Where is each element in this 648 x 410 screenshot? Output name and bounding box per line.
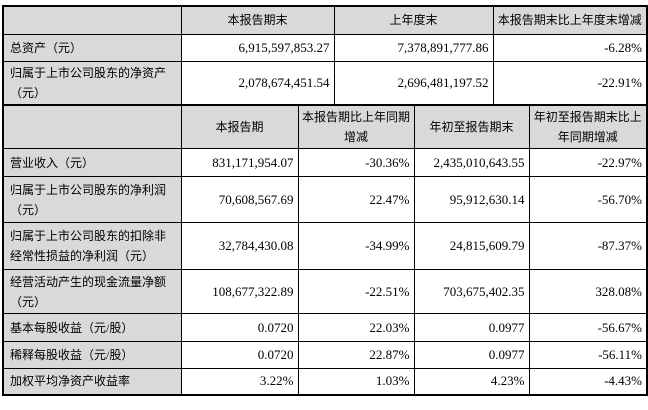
column-header: 上年度末 xyxy=(333,5,494,35)
value-cell: 2,435,010,643.55 xyxy=(413,148,530,177)
value-cell: 3.22% xyxy=(180,368,299,395)
value-cell: 108,677,322.89 xyxy=(180,269,299,314)
value-cell: 0.0977 xyxy=(413,341,530,369)
table-row: 归属于上市公司股东的扣除非经常性损益的净利润（元） 32,784,430.08 … xyxy=(2,222,648,270)
row-label: 营业收入（元） xyxy=(2,148,182,177)
period-end-table: 本报告期末 上年度末 本报告期末比上年度末增减 总资产（元） 6,915,597… xyxy=(2,5,648,106)
value-cell: -56.11% xyxy=(528,341,648,369)
value-cell: -34.99% xyxy=(297,222,415,270)
period-end-header-row: 本报告期末 上年度末 本报告期末比上年度末增减 xyxy=(2,5,648,35)
column-header: 年初至报告期末 xyxy=(413,104,530,149)
value-cell: 24,815,609.79 xyxy=(413,222,530,270)
table-row: 总资产（元） 6,915,597,853.27 7,378,891,777.86… xyxy=(2,33,648,62)
reporting-period-header-row: 本报告期 本报告期比上年同期增减 年初至报告期末 年初至报告期末比上年同期增减 xyxy=(2,104,648,149)
value-cell: 0.0720 xyxy=(180,313,299,342)
table-row: 营业收入（元） 831,171,954.07 -30.36% 2,435,010… xyxy=(2,148,648,177)
table-row: 归属于上市公司股东的净利润（元） 70,608,567.69 22.47% 95… xyxy=(2,176,648,223)
value-cell: 22.03% xyxy=(297,313,415,342)
column-header: 本报告期比上年同期增减 xyxy=(297,104,415,149)
table-row: 归属于上市公司股东的净资产（元） 2,078,674,451.54 2,696,… xyxy=(2,60,648,105)
value-cell: -4.43% xyxy=(528,368,648,395)
row-label: 基本每股收益（元/股） xyxy=(2,313,182,342)
corner-cell xyxy=(2,5,182,35)
value-cell: -22.51% xyxy=(297,269,415,314)
table-row: 稀释每股收益（元/股） 0.0720 22.87% 0.0977 -56.11% xyxy=(2,341,648,369)
value-cell: 4.23% xyxy=(413,368,530,395)
row-label: 总资产（元） xyxy=(2,33,182,62)
value-cell: 32,784,430.08 xyxy=(180,222,299,270)
value-cell: -22.91% xyxy=(492,60,648,105)
value-cell: -30.36% xyxy=(297,148,415,177)
row-label: 归属于上市公司股东的扣除非经常性损益的净利润（元） xyxy=(2,222,182,270)
value-cell: 2,696,481,197.52 xyxy=(333,60,494,105)
value-cell: 831,171,954.07 xyxy=(180,148,299,177)
column-header: 本报告期 xyxy=(180,104,299,149)
value-cell: 22.47% xyxy=(297,176,415,223)
value-cell: 7,378,891,777.86 xyxy=(333,33,494,62)
value-cell: -56.70% xyxy=(528,176,648,223)
row-label: 稀释每股收益（元/股） xyxy=(2,341,182,369)
row-label: 经营活动产生的现金流量净额（元） xyxy=(2,269,182,314)
column-header: 本报告期末 xyxy=(180,5,335,35)
corner-cell xyxy=(2,104,182,149)
value-cell: -87.37% xyxy=(528,222,648,270)
column-header: 本报告期末比上年度末增减 xyxy=(492,5,648,35)
value-cell: 6,915,597,853.27 xyxy=(180,33,335,62)
value-cell: 95,912,630.14 xyxy=(413,176,530,223)
value-cell: 703,675,402.35 xyxy=(413,269,530,314)
value-cell: -6.28% xyxy=(492,33,648,62)
financial-summary-report: 本报告期末 上年度末 本报告期末比上年度末增减 总资产（元） 6,915,597… xyxy=(2,5,648,396)
value-cell: 0.0977 xyxy=(413,313,530,342)
value-cell: 1.03% xyxy=(297,368,415,395)
reporting-period-table: 本报告期 本报告期比上年同期增减 年初至报告期末 年初至报告期末比上年同期增减 … xyxy=(2,103,648,396)
column-header: 年初至报告期末比上年同期增减 xyxy=(528,104,648,149)
value-cell: -56.67% xyxy=(528,313,648,342)
value-cell: 0.0720 xyxy=(180,341,299,369)
table-row: 基本每股收益（元/股） 0.0720 22.03% 0.0977 -56.67% xyxy=(2,313,648,342)
row-label: 归属于上市公司股东的净资产（元） xyxy=(2,60,182,105)
row-label: 归属于上市公司股东的净利润（元） xyxy=(2,176,182,223)
table-row: 经营活动产生的现金流量净额（元） 108,677,322.89 -22.51% … xyxy=(2,269,648,314)
table-row: 加权平均净资产收益率 3.22% 1.03% 4.23% -4.43% xyxy=(2,368,648,395)
row-label: 加权平均净资产收益率 xyxy=(2,368,182,395)
value-cell: 22.87% xyxy=(297,341,415,369)
value-cell: 2,078,674,451.54 xyxy=(180,60,335,105)
value-cell: 70,608,567.69 xyxy=(180,176,299,223)
value-cell: -22.97% xyxy=(528,148,648,177)
value-cell: 328.08% xyxy=(528,269,648,314)
